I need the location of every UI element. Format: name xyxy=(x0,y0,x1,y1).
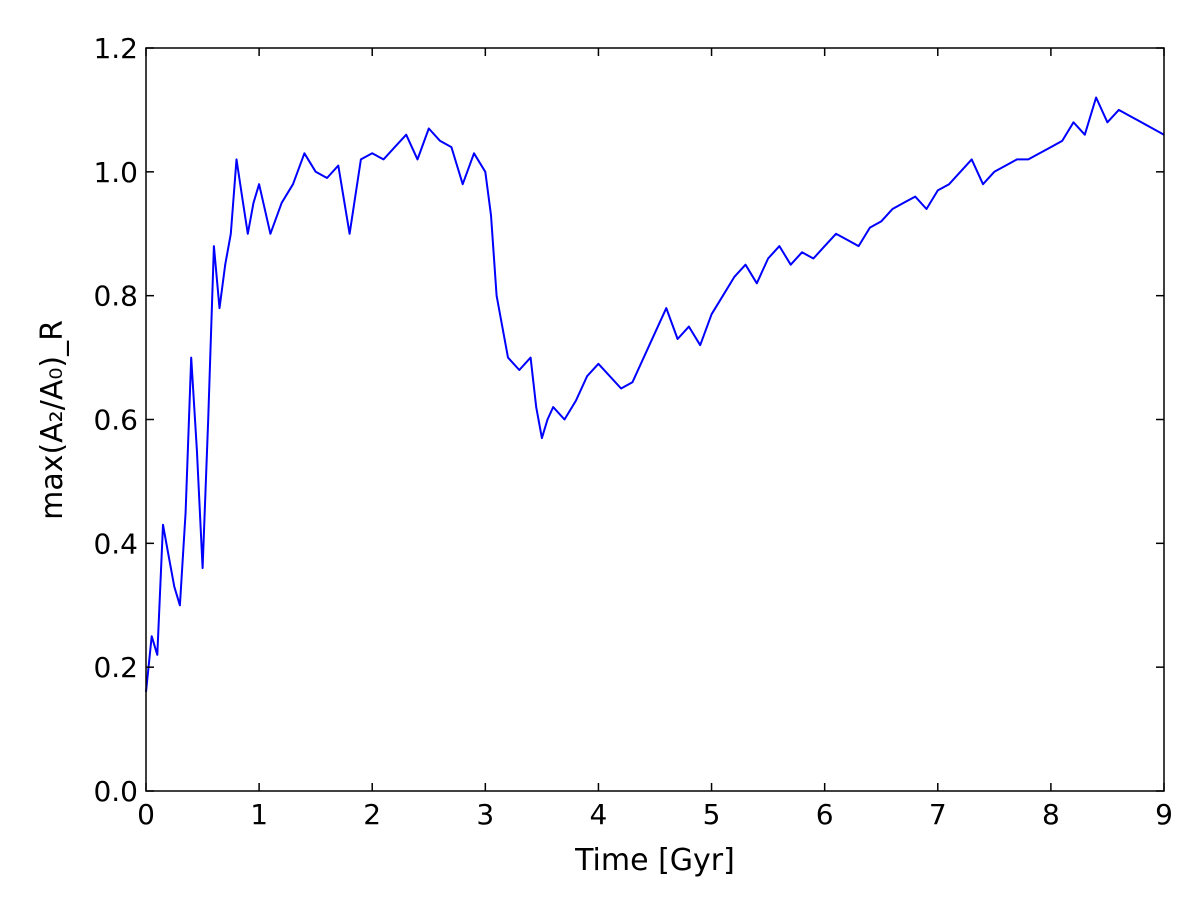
y-tick-label: 1.2 xyxy=(93,32,138,65)
y-tick-label: 0.2 xyxy=(93,651,138,684)
x-tick-label: 6 xyxy=(816,798,834,831)
x-tick-label: 8 xyxy=(1042,798,1060,831)
y-axis-label: max(A₂/A₀)_R xyxy=(35,320,70,520)
x-tick-label: 0 xyxy=(137,798,155,831)
x-tick-label: 5 xyxy=(703,798,721,831)
x-tick-label: 3 xyxy=(476,798,494,831)
y-tick-label: 0.0 xyxy=(93,775,138,808)
x-tick-label: 7 xyxy=(929,798,947,831)
y-tick-label: 0.4 xyxy=(93,527,138,560)
x-tick-label: 2 xyxy=(363,798,381,831)
x-tick-label: 1 xyxy=(250,798,268,831)
y-tick-label: 0.8 xyxy=(93,280,138,313)
plot-area xyxy=(145,96,1165,693)
series-line xyxy=(145,96,1165,693)
y-tick-label: 1.0 xyxy=(93,156,138,189)
y-tick-label: 0.6 xyxy=(93,404,138,437)
x-tick-label: 4 xyxy=(590,798,608,831)
axis-ticks: 0 1 2 3 4 5 6 7 8 9 0.0 0.2 0.4 0.6 0.8 1.0 1.2 xyxy=(93,32,1172,831)
x-tick-label: 9 xyxy=(1155,798,1173,831)
x-axis-label: Time [Gyr] xyxy=(574,843,735,878)
